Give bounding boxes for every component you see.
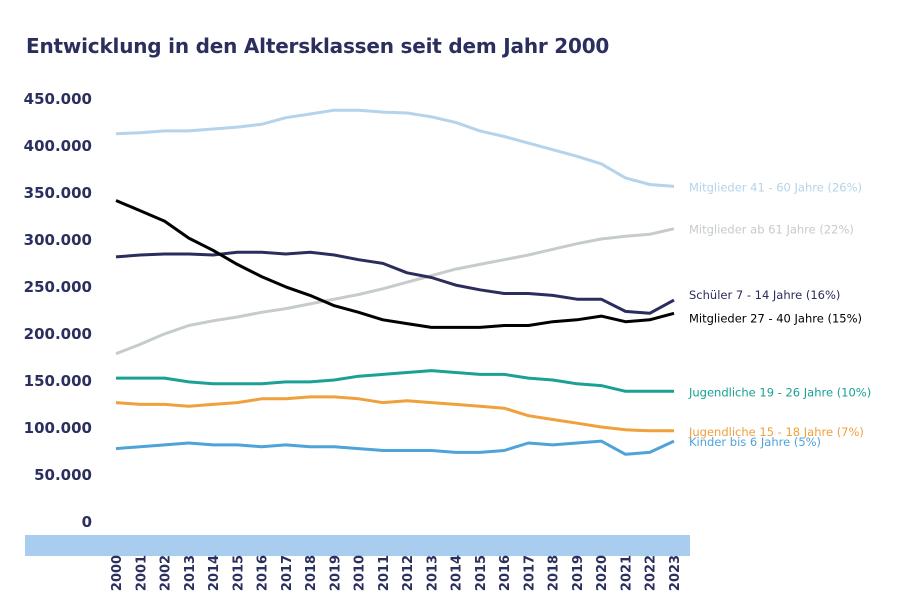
y-tick-label: 350.000 (24, 184, 92, 202)
x-tick-label: 2001 (134, 555, 149, 591)
series-labels: Mitglieder 41 - 60 Jahre (26%) Mitglieder… (688, 180, 871, 449)
series-label: Mitglieder ab 61 Jahre (22%) (689, 223, 854, 237)
x-tick-label: 2020 (595, 555, 610, 591)
x-axis-band (25, 535, 690, 556)
x-tick-label: 2014 (450, 555, 465, 591)
series-line (115, 227, 675, 356)
x-tick-label: 2013 (183, 555, 198, 591)
series-line (115, 108, 675, 188)
x-tick-label: 2019 (571, 555, 586, 591)
series-label: Jugendliche 15 - 18 Jahre (7%) (688, 425, 864, 439)
x-tick-label: 2017 (280, 555, 295, 591)
x-tick-label: 2022 (644, 555, 659, 591)
x-tick-label: 2023 (668, 555, 683, 591)
x-tick-label: 2017 (522, 555, 537, 591)
x-tick-label: 2018 (304, 555, 319, 591)
x-tick-label: 2016 (256, 555, 271, 591)
y-tick-label: 450.000 (24, 90, 92, 108)
y-tick-label: 0 (82, 513, 92, 531)
series-line (115, 395, 674, 433)
y-tick-label: 100.000 (24, 419, 92, 437)
series-label: Mitglieder 27 - 40 Jahre (15%) (689, 311, 862, 325)
x-tick-label: 2016 (498, 555, 513, 591)
y-tick-label: 50.000 (34, 466, 92, 484)
series-label: Jugendliche 19 - 26 Jahre (10%) (688, 385, 871, 399)
series-lines (115, 108, 675, 456)
series-label: Kinder bis 6 Jahre (5%) (689, 435, 821, 449)
y-tick-label: 400.000 (24, 137, 92, 155)
x-tick-label: 2002 (159, 555, 174, 591)
x-tick-label: 2000 (110, 555, 125, 591)
chart-title: Entwicklung in den Altersklassen seit de… (26, 34, 610, 58)
x-axis-ticks: 2000 2001 2002 2013 2014 2015 2016 2017 2018 2019… (110, 555, 683, 591)
x-tick-label: 2018 (547, 555, 562, 591)
y-axis-ticks: 0 50.000 100.000 150.000 200.000 250.000 300.0… (24, 90, 92, 531)
x-tick-label: 2012 (401, 555, 416, 591)
x-tick-label: 2010 (353, 555, 368, 591)
x-tick-label: 2019 (328, 555, 343, 591)
y-tick-label: 200.000 (24, 325, 92, 343)
series-label: Schüler 7 - 14 Jahre (16%) (689, 288, 840, 302)
series-line (116, 369, 674, 393)
series-line (115, 439, 675, 456)
series-line (115, 199, 675, 329)
x-tick-label: 2011 (377, 555, 392, 591)
y-tick-label: 150.000 (24, 372, 92, 390)
y-tick-label: 300.000 (24, 231, 92, 249)
x-tick-label: 2013 (425, 555, 440, 591)
series-label: Mitglieder 41 - 60 Jahre (26%) (689, 180, 862, 194)
series-line (115, 250, 675, 315)
x-tick-label: 2015 (474, 555, 489, 591)
y-tick-label: 250.000 (24, 278, 92, 296)
x-tick-label: 2021 (619, 555, 634, 591)
x-tick-label: 2015 (231, 555, 246, 591)
x-tick-label: 2014 (207, 555, 222, 591)
